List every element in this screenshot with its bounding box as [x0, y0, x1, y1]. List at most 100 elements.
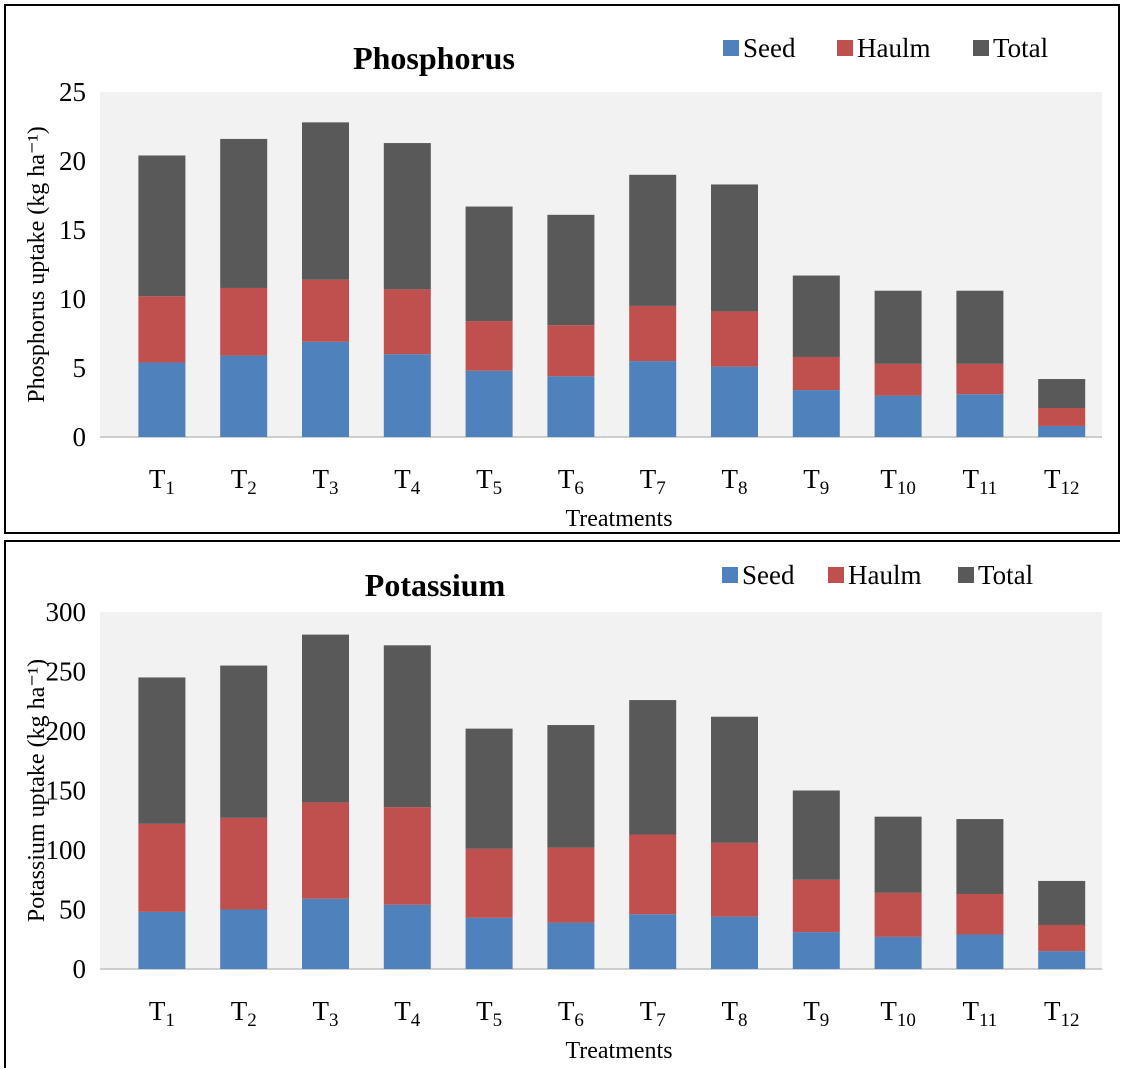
x-tick-subscript: 11	[979, 1010, 997, 1031]
x-tick-subscript: 10	[897, 1010, 916, 1031]
bar-seed-t7	[629, 361, 677, 437]
bar-haulm-t5	[465, 848, 513, 918]
bar-haulm-t11	[956, 363, 1004, 395]
x-tick-label-t11: T11	[963, 996, 998, 1031]
legend-swatch-total	[958, 567, 974, 583]
bar-total-t8	[711, 716, 758, 843]
x-tick-label-t10: T10	[880, 996, 916, 1031]
y-tick-label: 15	[59, 215, 86, 245]
bar-haulm-t7	[629, 834, 677, 915]
y-axis-title: Phosphorus uptake (kg ha⁻¹)	[24, 126, 50, 403]
bar-haulm-t2	[220, 287, 268, 356]
x-tick-label-t6: T6	[558, 996, 584, 1031]
x-tick-main: T	[231, 996, 248, 1026]
x-tick-label-t11: T11	[963, 464, 998, 499]
x-tick-main: T	[476, 464, 493, 494]
x-tick-main: T	[880, 464, 897, 494]
x-tick-label-t4: T4	[394, 996, 421, 1031]
x-tick-subscript: 6	[574, 478, 584, 499]
bar-seed-t6	[547, 922, 595, 969]
y-axis-title: Potassium uptake (kg ha⁻¹)	[24, 659, 50, 922]
x-tick-label-t1: T1	[149, 996, 175, 1031]
bar-total-t6	[547, 725, 595, 848]
y-tick-label: 50	[59, 895, 86, 925]
bar-seed-t4	[383, 354, 431, 437]
x-tick-subscript: 8	[738, 478, 748, 499]
x-tick-main: T	[963, 464, 980, 494]
bar-total-t2	[220, 138, 268, 288]
bar-total-t1	[138, 155, 186, 297]
bar-total-t8	[711, 184, 758, 312]
bar-seed-t8	[711, 916, 758, 969]
x-tick-subscript: 5	[493, 478, 503, 499]
x-tick-label-t7: T7	[640, 464, 666, 499]
bar-seed-t12	[1038, 951, 1086, 969]
x-tick-main: T	[1044, 996, 1061, 1026]
bar-seed-t12	[1038, 425, 1086, 437]
x-tick-subscript: 4	[411, 1010, 421, 1031]
legend-label-total: Total	[978, 560, 1033, 590]
chart-title: Phosphorus	[353, 40, 515, 76]
bar-seed-t6	[547, 376, 595, 437]
x-tick-main: T	[640, 996, 657, 1026]
phosphorus-chart: Phosphorus Seed Haulm Total0510152025Phosph…	[24, 33, 1102, 532]
x-tick-main: T	[394, 464, 411, 494]
x-tick-subscript: 5	[493, 1010, 503, 1031]
x-tick-subscript: 3	[329, 478, 339, 499]
bar-seed-t9	[792, 932, 840, 969]
y-tick-label: 100	[46, 835, 87, 865]
x-tick-subscript: 11	[979, 478, 997, 499]
x-tick-label-t1: T1	[149, 464, 175, 499]
x-tick-label-t7: T7	[640, 996, 666, 1031]
x-tick-subscript: 3	[329, 1010, 339, 1031]
bar-total-t10	[874, 290, 922, 364]
x-tick-main: T	[149, 464, 166, 494]
bar-haulm-t12	[1038, 924, 1086, 952]
bar-seed-t1	[138, 911, 186, 969]
x-tick-label-t10: T10	[880, 464, 916, 499]
bar-total-t10	[874, 816, 922, 893]
bar-total-t11	[956, 290, 1004, 364]
x-tick-main: T	[803, 464, 820, 494]
potassium-chart-panel: Potassium Seed Haulm Total 0 50 100 150 200 250 30…	[4, 540, 1120, 1068]
y-tick-label: 0	[73, 954, 87, 984]
bar-haulm-t1	[138, 296, 186, 363]
x-tick-main: T	[476, 996, 493, 1026]
bar-haulm-t4	[383, 289, 431, 355]
legend-label-haulm: Haulm	[857, 33, 931, 63]
bar-haulm-t6	[547, 325, 595, 377]
x-axis-title: Treatments	[565, 1038, 672, 1064]
legend-label-total: Total	[993, 33, 1048, 63]
bar-total-t3	[302, 122, 349, 280]
bar-haulm-t10	[874, 363, 922, 396]
x-tick-main: T	[722, 464, 739, 494]
bar-haulm-t9	[792, 356, 840, 391]
bar-total-t7	[629, 700, 677, 835]
x-tick-label-t5: T5	[476, 996, 502, 1031]
x-tick-label-t2: T2	[231, 996, 257, 1031]
bar-haulm-t9	[792, 879, 840, 933]
x-tick-main: T	[880, 996, 897, 1026]
x-tick-subscript: 8	[738, 1010, 748, 1031]
bar-haulm-t2	[220, 817, 268, 910]
bar-seed-t3	[302, 341, 349, 437]
y-tick-label: 300	[46, 597, 87, 627]
bar-seed-t10	[874, 936, 922, 969]
x-tick-main: T	[231, 464, 248, 494]
x-tick-label-t8: T8	[722, 996, 748, 1031]
chart-title: Potassium	[365, 567, 506, 603]
bar-total-t4	[383, 143, 431, 290]
bar-seed-t1	[138, 362, 186, 437]
bar-haulm-t10	[874, 892, 922, 937]
x-tick-subscript: 10	[897, 478, 916, 499]
bar-seed-t11	[956, 394, 1004, 437]
x-tick-subscript: 12	[1060, 478, 1079, 499]
x-tick-main: T	[803, 996, 820, 1026]
y-tick-label: 5	[73, 353, 87, 383]
x-tick-main: T	[963, 996, 980, 1026]
x-tick-subscript: 2	[247, 478, 257, 499]
bar-seed-t9	[792, 390, 840, 437]
bar-seed-t3	[302, 898, 349, 969]
x-tick-main: T	[558, 996, 575, 1026]
x-tick-label-t4: T4	[394, 464, 421, 499]
